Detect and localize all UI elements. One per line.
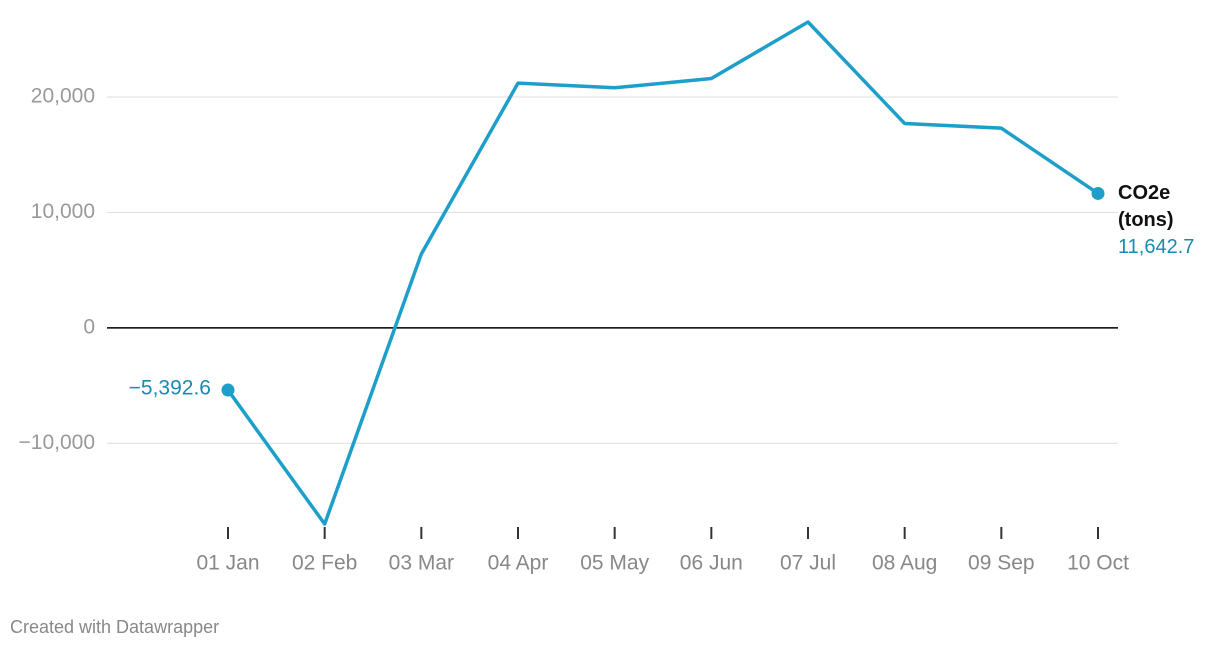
x-tick-label: 07 Jul xyxy=(780,552,836,575)
series-name: CO2e (tons) xyxy=(1118,182,1174,231)
y-tick-label: 0 xyxy=(83,315,95,338)
value-label: −5,392.6 xyxy=(129,377,211,400)
x-tick-label: 06 Jun xyxy=(680,552,743,575)
x-tick-label: 10 Oct xyxy=(1067,552,1129,575)
y-tick-label: −10,000 xyxy=(19,431,96,454)
x-tick-label: 05 May xyxy=(580,552,649,575)
x-tick-label: 08 Aug xyxy=(872,552,937,575)
x-tick-label: 02 Feb xyxy=(292,552,357,575)
end-dot xyxy=(221,383,235,397)
line xyxy=(226,20,1099,526)
value-label: 11,642.7 xyxy=(1118,236,1195,258)
x-tick-label: 01 Jan xyxy=(196,552,259,575)
x-tick-label: 04 Apr xyxy=(488,552,549,575)
x-tick-label: 09 Sep xyxy=(968,552,1035,575)
end-dot xyxy=(1091,186,1105,200)
y-tick-label: 20,000 xyxy=(31,85,95,108)
x-tick-label: 03 Mar xyxy=(389,552,454,575)
y-tick-label: 10,000 xyxy=(31,200,95,223)
series-end-label: CO2e (tons) 11,642.7 xyxy=(1118,180,1213,261)
footer: Created with Datawrapper xyxy=(10,617,220,637)
